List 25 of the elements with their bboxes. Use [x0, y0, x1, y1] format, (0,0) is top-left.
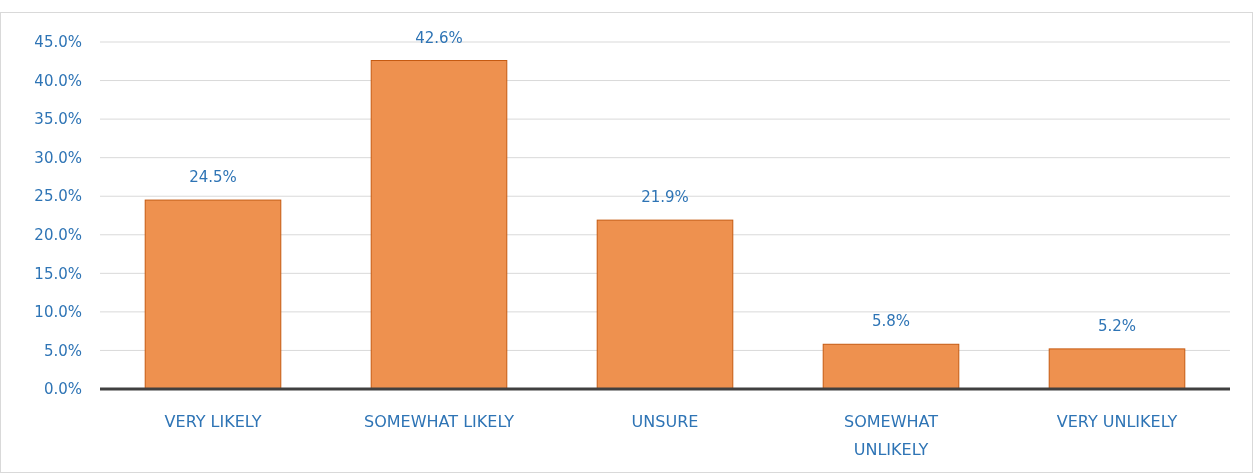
bar [370, 60, 508, 390]
y-tick-label: 25.0% [34, 187, 82, 206]
y-tick-label: 5.0% [43, 341, 82, 360]
bar [822, 343, 960, 390]
y-tick-label: 0.0% [43, 380, 82, 399]
y-tick-label: 15.0% [34, 264, 82, 283]
x-tick-label: SOMEWHAT LIKELY [364, 412, 515, 431]
bar [144, 199, 282, 390]
x-tick-label: VERY UNLIKELY [1056, 412, 1178, 431]
data-label: 42.6% [415, 28, 463, 47]
bar [596, 219, 734, 390]
data-label: 5.8% [871, 312, 911, 331]
y-tick-label: 40.0% [34, 71, 82, 90]
y-tick-label: 20.0% [34, 226, 82, 245]
y-tick-label: 10.0% [34, 303, 82, 322]
bar [1048, 348, 1186, 390]
y-tick-label: 30.0% [34, 148, 82, 167]
y-tick-label: 45.0% [34, 33, 82, 52]
data-label: 21.9% [641, 188, 689, 207]
y-tick-label: 35.0% [34, 110, 82, 129]
data-label: 24.5% [189, 168, 237, 187]
x-tick-label: UNSURE [631, 412, 699, 431]
x-tick-label: SOMEWHAT UNLIKELY [844, 412, 939, 459]
x-tick-label: VERY LIKELY [164, 412, 262, 431]
data-label: 5.2% [1097, 316, 1137, 335]
